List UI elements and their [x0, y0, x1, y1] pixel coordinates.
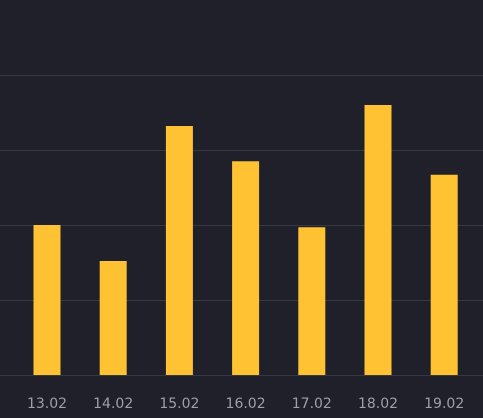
x-tick-label: 19.02: [424, 396, 464, 412]
bar: [99, 261, 127, 375]
x-tick-label: 14.02: [93, 396, 133, 412]
x-tick-label: 13.02: [27, 396, 67, 412]
x-tick-label: 12.02: [0, 396, 1, 412]
x-tick-label: 17.02: [292, 396, 332, 412]
x-tick-label: 15.02: [159, 396, 199, 412]
bar: [430, 174, 458, 375]
bar: [33, 225, 61, 375]
bar: [364, 105, 392, 375]
bar: [232, 161, 260, 375]
x-tick-label: 16.02: [226, 396, 266, 412]
x-tick-label: 18.02: [358, 396, 398, 412]
bar: [298, 227, 326, 375]
bar: [165, 126, 193, 375]
